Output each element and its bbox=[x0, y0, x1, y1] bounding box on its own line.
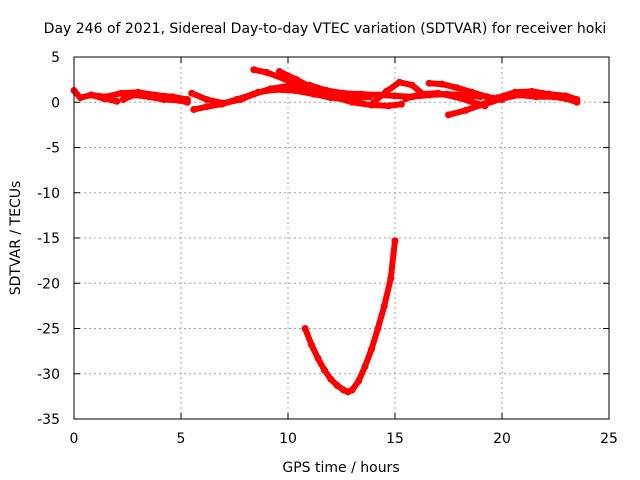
data-point bbox=[183, 98, 191, 106]
data-point bbox=[340, 89, 348, 97]
y-tick-label: 5 bbox=[51, 50, 60, 66]
data-point bbox=[190, 106, 198, 113]
y-tick-label: -15 bbox=[37, 231, 60, 247]
data-point bbox=[445, 111, 452, 119]
data-point bbox=[382, 87, 390, 95]
chart-title: Day 246 of 2021, Sidereal Day-to-day VTE… bbox=[44, 21, 607, 37]
series-arc-3 bbox=[87, 91, 121, 105]
data-point bbox=[438, 80, 446, 88]
data-point bbox=[408, 81, 416, 89]
series-line bbox=[302, 237, 398, 395]
x-tick-label: 5 bbox=[177, 431, 186, 447]
data-point bbox=[203, 96, 211, 103]
x-tick-label: 0 bbox=[70, 431, 79, 447]
series-arc-2 bbox=[119, 91, 191, 106]
data-point bbox=[370, 98, 378, 106]
series-arc-13 bbox=[481, 91, 581, 108]
data-point bbox=[357, 90, 365, 98]
data-point bbox=[466, 97, 474, 105]
data-point bbox=[87, 91, 95, 99]
data-point bbox=[532, 93, 540, 101]
data-point bbox=[562, 95, 570, 103]
data-point bbox=[250, 90, 258, 98]
data-point bbox=[395, 78, 403, 86]
data-point bbox=[498, 95, 506, 103]
data-point bbox=[293, 76, 301, 84]
data-point bbox=[267, 85, 275, 93]
series-arc-11 bbox=[402, 89, 489, 110]
data-point bbox=[275, 68, 283, 75]
y-axis-label: SDTVAR / TECUs bbox=[8, 181, 24, 296]
data-point bbox=[301, 325, 309, 332]
data-point bbox=[391, 237, 399, 245]
data-point bbox=[468, 88, 476, 96]
data-point bbox=[333, 382, 341, 389]
x-tick-label: 10 bbox=[279, 431, 297, 447]
data-point bbox=[145, 93, 153, 101]
y-tick-label: -25 bbox=[37, 322, 60, 338]
data-point bbox=[76, 94, 84, 102]
data-point bbox=[117, 89, 125, 97]
data-point bbox=[119, 96, 127, 103]
data-point bbox=[425, 79, 433, 87]
data-point bbox=[175, 96, 183, 104]
data-point bbox=[380, 302, 388, 310]
data-point bbox=[402, 95, 410, 103]
data-point bbox=[100, 95, 108, 103]
data-point bbox=[528, 87, 536, 95]
axis-ticks: 0 5 10 15 20 25 5 0 -5 -10 -15 -20 -25 -30 -35 bbox=[37, 50, 618, 447]
y-tick-label: -20 bbox=[37, 276, 60, 292]
data-point bbox=[397, 100, 405, 108]
data-point bbox=[549, 93, 557, 101]
y-tick-label: -10 bbox=[37, 186, 60, 202]
x-axis-label: GPS time / hours bbox=[282, 460, 399, 476]
grid bbox=[74, 57, 609, 419]
y-tick-label: -35 bbox=[37, 412, 60, 428]
x-tick-label: 15 bbox=[386, 431, 404, 447]
data-point bbox=[355, 377, 363, 385]
data-point bbox=[481, 100, 489, 108]
data-point bbox=[462, 106, 470, 114]
data-point bbox=[263, 68, 271, 76]
data-point bbox=[451, 93, 459, 101]
data-point bbox=[434, 89, 442, 97]
y-tick-label: 0 bbox=[51, 95, 60, 111]
series-arc-9 bbox=[370, 78, 427, 106]
data-point bbox=[387, 275, 395, 283]
data-point bbox=[368, 345, 375, 353]
y-tick-label: -5 bbox=[46, 141, 60, 157]
data-point bbox=[130, 91, 138, 99]
data-point bbox=[188, 89, 196, 97]
series-arc-7 bbox=[275, 68, 405, 110]
data-series bbox=[70, 66, 581, 396]
data-point bbox=[314, 354, 322, 362]
x-tick-label: 20 bbox=[493, 431, 511, 447]
data-point bbox=[374, 325, 382, 332]
data-point bbox=[417, 90, 425, 98]
data-point bbox=[308, 341, 315, 349]
data-point bbox=[385, 102, 393, 110]
data-point bbox=[305, 81, 313, 89]
data-point bbox=[361, 363, 369, 370]
data-point bbox=[515, 91, 523, 99]
data-point bbox=[323, 87, 330, 94]
data-point bbox=[329, 93, 337, 101]
data-point bbox=[573, 98, 581, 106]
data-point bbox=[453, 84, 461, 92]
series-arc-14 bbox=[301, 237, 399, 396]
data-point bbox=[391, 92, 399, 100]
data-point bbox=[250, 66, 258, 74]
data-point bbox=[203, 103, 211, 111]
data-point bbox=[348, 386, 356, 394]
data-point bbox=[348, 98, 356, 106]
x-tick-label: 25 bbox=[600, 431, 618, 447]
data-point bbox=[113, 97, 121, 105]
data-point bbox=[327, 375, 335, 383]
y-tick-label: -30 bbox=[37, 367, 60, 383]
data-point bbox=[233, 96, 241, 103]
data-point bbox=[218, 100, 226, 108]
data-point bbox=[320, 366, 328, 374]
data-point bbox=[160, 96, 168, 103]
